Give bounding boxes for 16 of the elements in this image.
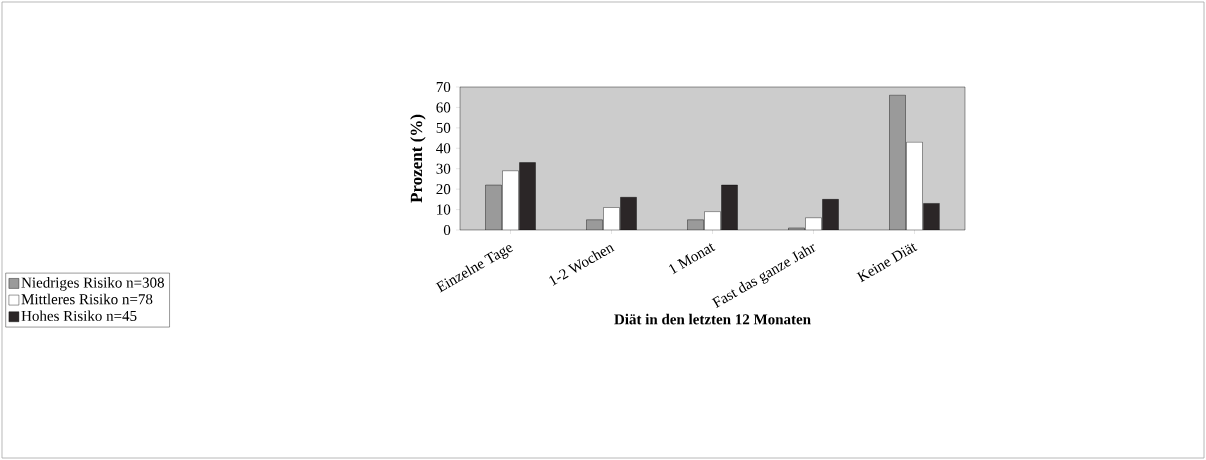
- y-tick-label: 50: [436, 122, 451, 133]
- y-tick-label: 60: [436, 102, 451, 113]
- y-tick-label: 70: [436, 81, 451, 93]
- bar: [519, 162, 536, 230]
- y-tick-label: 30: [436, 163, 451, 174]
- y-tick-label: 40: [436, 143, 451, 154]
- legend-label: Hohes Risiko n=45: [21, 310, 137, 321]
- y-tick-label: 10: [437, 204, 451, 215]
- y-axis-title: Prozent (%): [410, 114, 426, 203]
- bar: [721, 184, 738, 230]
- y-tick-label: 20: [436, 184, 451, 195]
- y-tick-label: 0: [443, 224, 451, 236]
- x-tick-label: Keine Diät: [856, 243, 918, 283]
- legend-label: Mittleres Risiko n=78: [21, 293, 153, 305]
- legend-label: Niedriges Risiko n=308: [21, 277, 164, 291]
- x-axis-title: Diät in den letzten 12 Monaten: [614, 313, 811, 325]
